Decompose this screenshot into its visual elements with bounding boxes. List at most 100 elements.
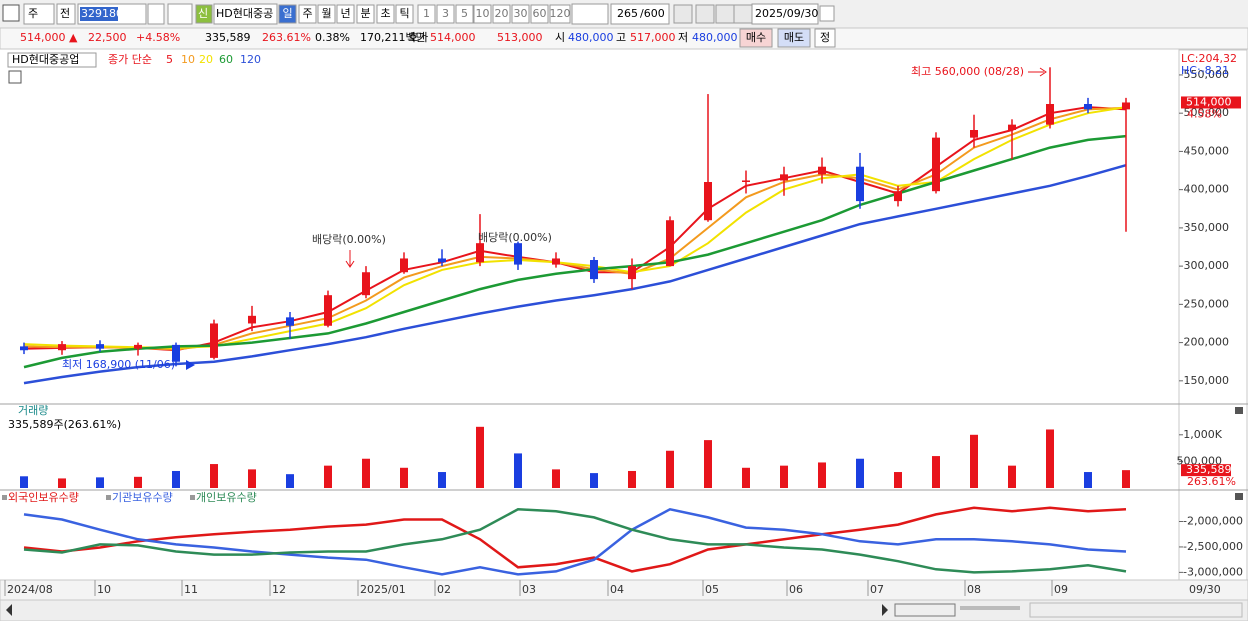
scroll-left[interactable] (6, 604, 12, 616)
tool-icons[interactable] (1029, 602, 1243, 618)
timeframe-button[interactable] (298, 4, 317, 24)
fix-button[interactable] (814, 28, 836, 48)
volume-bar (742, 467, 750, 488)
x-tick-label: 06 (789, 583, 803, 596)
dropdown[interactable] (571, 3, 609, 25)
interval-label[interactable]: 10 (476, 7, 490, 20)
candle-body (400, 258, 408, 273)
candle-body (58, 344, 66, 351)
x-tick-label: 2024/08 (7, 583, 53, 596)
interval-label[interactable]: 60 (533, 7, 547, 20)
search-button[interactable] (147, 3, 165, 25)
interval-button[interactable] (511, 4, 530, 24)
period-unit[interactable]: 주 (28, 7, 38, 20)
interval-button[interactable] (530, 4, 549, 24)
table-icon[interactable] (8, 70, 22, 84)
interval-button[interactable] (549, 4, 571, 24)
interval-button[interactable] (417, 4, 436, 24)
buy-button[interactable] (739, 28, 773, 48)
volume-bar (628, 470, 636, 488)
volume-bar (324, 465, 332, 488)
timeframe-label[interactable]: 일 (282, 6, 292, 20)
y-tick-label: 300,000 (1184, 259, 1230, 272)
timeframe-button[interactable] (356, 4, 375, 24)
panel-close[interactable] (1235, 493, 1243, 500)
low-arrowhead (186, 360, 195, 370)
name-field[interactable] (213, 3, 278, 25)
legend-swatch (106, 495, 111, 500)
legend-entry: 60 (219, 53, 233, 66)
timeframe-label[interactable]: 틱 (399, 7, 409, 20)
ex-dividend-annotation: 배당락(0.00%) (478, 231, 552, 244)
volume-bar (134, 476, 142, 488)
legend-entry: 개인보유수량 (196, 491, 257, 504)
scroll-right[interactable] (882, 604, 888, 616)
volume-bar (362, 458, 370, 488)
max-count: /600 (640, 7, 665, 20)
timeframe-label[interactable]: 년 (340, 7, 350, 20)
new-badge-text: 신 (198, 7, 208, 20)
timeframe-button[interactable] (317, 4, 336, 24)
mode-button[interactable]: 전 (60, 7, 70, 20)
timeframe-button[interactable] (336, 4, 355, 24)
timeframe-label[interactable]: 초 (380, 7, 390, 20)
panel-close[interactable] (1235, 407, 1243, 414)
ma-line (23, 134, 1127, 369)
timeframe-button[interactable] (376, 4, 395, 24)
menu-icon[interactable] (2, 4, 20, 22)
candle-body (894, 191, 902, 202)
calendar-button[interactable] (819, 5, 835, 22)
timeframe-button[interactable] (278, 4, 297, 24)
interval-label[interactable]: 20 (495, 7, 509, 20)
tool-icon[interactable] (673, 4, 693, 24)
x-tick-label: 07 (870, 583, 884, 596)
interval-label[interactable]: 1 (423, 7, 430, 20)
interval-button[interactable] (473, 4, 492, 24)
candle-body (1084, 104, 1092, 110)
tool-icon[interactable] (733, 4, 753, 24)
new-badge[interactable] (195, 4, 213, 24)
interval-button[interactable] (492, 4, 511, 24)
button[interactable] (56, 3, 76, 25)
timeframe-label[interactable]: 주 (302, 7, 312, 20)
sound-button[interactable] (167, 3, 193, 25)
candle-body (1008, 124, 1016, 130)
x-tick-label: 02 (437, 583, 451, 596)
x-tick-label: 03 (522, 583, 536, 596)
interval-button[interactable] (455, 4, 474, 24)
last-volume-pct: 263.61% (1187, 475, 1236, 488)
interval-label[interactable]: 30 (514, 7, 528, 20)
fix-label[interactable]: 정 (820, 31, 830, 44)
tool-icon[interactable] (695, 4, 715, 24)
quote-ask: 514,000 (430, 31, 476, 44)
interval-button[interactable] (436, 4, 455, 24)
quote-ask-label: 호가 (408, 31, 428, 44)
playback-controls[interactable] (894, 603, 956, 617)
volume-bar (780, 465, 788, 488)
timeframe-label[interactable]: 분 (360, 7, 370, 20)
candle-body (476, 243, 484, 263)
tool-icon[interactable] (715, 4, 735, 24)
quote-bar-bg (0, 27, 1248, 50)
buy-label[interactable]: 매수 (746, 31, 766, 44)
y-tick-label: 450,000 (1184, 144, 1230, 157)
y-tick-label: 550,000 (1184, 68, 1230, 81)
zoom-slider[interactable] (960, 606, 1020, 610)
interval-label[interactable]: 5 (461, 7, 468, 20)
interval-label[interactable]: 120 (550, 7, 571, 20)
candle-body (970, 130, 978, 138)
ex-dividend-arrow (345, 250, 355, 268)
dropdown[interactable] (23, 3, 55, 25)
x-tick-label: 09/30 (1189, 583, 1221, 596)
count-field[interactable] (610, 3, 670, 25)
timeframe-button[interactable] (395, 4, 414, 24)
quote-volume: 335,589 (205, 31, 251, 44)
sell-button[interactable] (777, 28, 811, 48)
date-field[interactable] (751, 3, 819, 25)
timeframe-label[interactable]: 월 (321, 7, 331, 20)
sell-label[interactable]: 매도 (784, 31, 804, 44)
ma-line (23, 163, 1127, 385)
candle-body (742, 180, 750, 182)
interval-label[interactable]: 3 (442, 7, 449, 20)
